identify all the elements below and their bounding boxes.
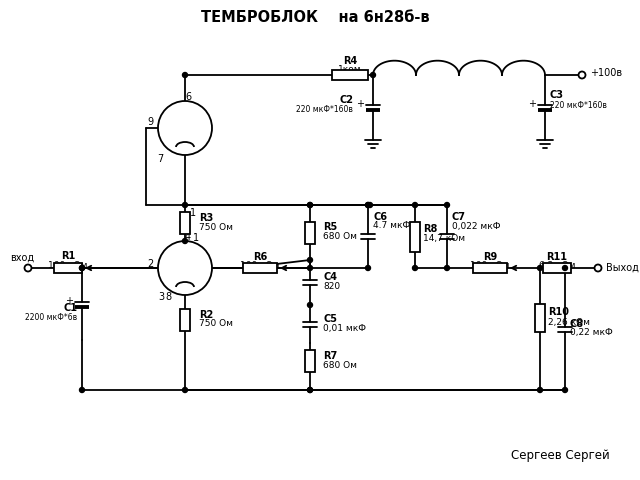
Circle shape — [365, 265, 371, 271]
Circle shape — [365, 203, 371, 207]
Circle shape — [182, 387, 188, 393]
Circle shape — [307, 265, 312, 271]
Text: 680 Ом: 680 Ом — [323, 360, 357, 370]
Circle shape — [24, 264, 31, 272]
Text: +100в: +100в — [590, 68, 622, 78]
Circle shape — [413, 203, 417, 207]
Text: C3: C3 — [550, 90, 564, 100]
Text: 750 Ом: 750 Ом — [199, 223, 233, 231]
Text: C2: C2 — [339, 95, 353, 105]
Circle shape — [445, 203, 449, 207]
Circle shape — [158, 101, 212, 155]
Text: Выход: Выход — [606, 263, 639, 273]
Circle shape — [413, 265, 417, 271]
Text: 4: 4 — [185, 232, 191, 242]
Text: 8: 8 — [165, 292, 171, 302]
Text: C6: C6 — [373, 212, 387, 222]
Text: 1: 1 — [190, 208, 196, 218]
Circle shape — [182, 203, 188, 207]
Text: 14,7 кОм: 14,7 кОм — [423, 234, 465, 243]
Circle shape — [595, 264, 602, 272]
Circle shape — [79, 265, 84, 271]
Bar — [543, 263, 571, 273]
Text: 100 кОм: 100 кОм — [240, 262, 280, 271]
Text: +: + — [528, 99, 536, 109]
Bar — [180, 309, 190, 331]
Bar — [410, 221, 420, 252]
Text: 2200 мкФ*6в: 2200 мкФ*6в — [25, 313, 77, 323]
Circle shape — [307, 203, 312, 207]
Text: 0,22 мкФ: 0,22 мкФ — [570, 328, 612, 337]
Bar — [535, 304, 545, 332]
Text: 0,01 мкФ: 0,01 мкФ — [323, 324, 366, 333]
Text: 750 Ом: 750 Ом — [199, 320, 233, 328]
Bar — [305, 221, 315, 243]
Circle shape — [445, 265, 449, 271]
Circle shape — [182, 239, 188, 243]
Circle shape — [79, 265, 84, 271]
Circle shape — [365, 203, 371, 207]
Text: C7: C7 — [452, 212, 466, 222]
Text: 220 мкФ*160в: 220 мкФ*160в — [550, 100, 607, 109]
Text: C8: C8 — [570, 319, 584, 329]
Circle shape — [538, 387, 543, 393]
Text: 820: 820 — [323, 282, 340, 291]
Circle shape — [307, 387, 312, 393]
Circle shape — [307, 203, 312, 207]
Text: R6: R6 — [253, 252, 267, 262]
Text: R11: R11 — [547, 252, 568, 262]
Circle shape — [307, 387, 312, 393]
Text: 100 кОм: 100 кОм — [48, 261, 88, 269]
Text: 6: 6 — [185, 92, 191, 102]
Bar — [180, 212, 190, 234]
Text: R3: R3 — [199, 213, 213, 223]
Text: 4.7 мкФ: 4.7 мкФ — [373, 221, 410, 230]
Text: 220 мкФ*160в: 220 мкФ*160в — [296, 105, 353, 113]
Circle shape — [563, 265, 568, 271]
Text: 3: 3 — [158, 292, 164, 302]
Text: 2: 2 — [148, 259, 154, 269]
Circle shape — [307, 302, 312, 308]
Text: Сергеев Сергей: Сергеев Сергей — [511, 448, 609, 461]
Text: вход: вход — [10, 253, 34, 263]
Text: R7: R7 — [323, 351, 337, 361]
Text: 6.2 кОм: 6.2 кОм — [539, 262, 575, 271]
Text: R10: R10 — [548, 307, 569, 317]
Text: +: + — [65, 296, 73, 305]
Text: +: + — [356, 99, 364, 109]
Bar — [305, 350, 315, 372]
Text: R1: R1 — [61, 251, 75, 261]
Circle shape — [371, 72, 376, 77]
Text: 680 Ом: 680 Ом — [323, 232, 357, 241]
Text: 1ком: 1ком — [338, 64, 362, 73]
Bar — [54, 263, 82, 273]
Text: C4: C4 — [323, 273, 337, 283]
Text: R5: R5 — [323, 223, 337, 232]
Circle shape — [158, 241, 212, 295]
Text: 2,26 кОм: 2,26 кОм — [548, 317, 590, 326]
Circle shape — [538, 265, 543, 271]
Text: 7: 7 — [157, 154, 163, 164]
Bar — [243, 263, 277, 273]
Text: R2: R2 — [199, 310, 213, 320]
Text: ТЕМБРОБЛОК    на 6н28б-в: ТЕМБРОБЛОК на 6н28б-в — [201, 11, 429, 25]
Circle shape — [79, 387, 84, 393]
Text: C5: C5 — [323, 314, 337, 324]
Text: 100 кОм: 100 кОм — [470, 262, 509, 271]
Circle shape — [307, 257, 312, 263]
Text: R8: R8 — [423, 224, 437, 233]
Circle shape — [579, 72, 586, 79]
Circle shape — [563, 387, 568, 393]
Text: R9: R9 — [483, 252, 497, 262]
Text: 9: 9 — [148, 117, 154, 127]
Circle shape — [182, 72, 188, 77]
Text: 1: 1 — [193, 233, 199, 243]
Circle shape — [367, 203, 372, 207]
Text: R4: R4 — [343, 56, 357, 66]
Text: C1: C1 — [63, 303, 77, 313]
Text: 0,022 мкФ: 0,022 мкФ — [452, 221, 500, 230]
Bar — [332, 70, 368, 80]
Bar — [473, 263, 507, 273]
